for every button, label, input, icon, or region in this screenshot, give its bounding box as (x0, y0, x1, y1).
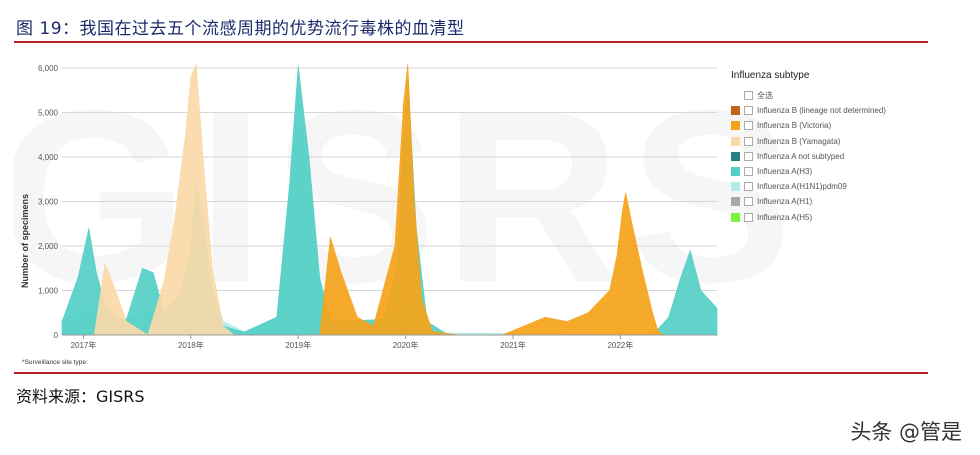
y-tick-label: 1,000 (38, 287, 59, 296)
legend-checkbox[interactable] (744, 182, 753, 192)
legend-swatch (731, 212, 740, 222)
legend-swatch (731, 182, 740, 192)
y-axis-label: Number of specimens (20, 194, 30, 288)
legend-label: Influenza A(H5) (757, 212, 813, 222)
legend-label: Influenza B (lineage not determined) (757, 106, 886, 116)
y-tick-label: 6,000 (38, 64, 59, 73)
series-area-influenza-b-yamagata- (93, 63, 235, 336)
legend-select-all[interactable]: 全选 (731, 88, 921, 103)
legend-swatch (731, 151, 740, 161)
y-axis-ticks: 0 1,000 2,000 3,000 4,000 5,000 6,000 (38, 64, 59, 340)
legend-item[interactable]: Influenza A(H1) (731, 194, 921, 209)
legend-swatch (731, 121, 740, 131)
y-tick-label: 0 (54, 331, 59, 340)
legend-swatch (731, 167, 740, 177)
legend-checkbox[interactable] (744, 136, 753, 146)
x-tick-label: 2018年 (178, 340, 204, 350)
y-tick-label: 5,000 (38, 109, 59, 118)
legend-label: Influenza A not subtyped (757, 151, 845, 161)
x-axis-ticks: 2017年 2018年 2019年 2020年 2021年 2022年 (71, 335, 633, 350)
legend-item[interactable]: Influenza A(H1N1)pdm09 (731, 179, 921, 194)
legend-label: Influenza A(H1) (757, 197, 813, 207)
title-rule (14, 41, 928, 43)
legend-swatch (731, 197, 740, 207)
legend-label: Influenza A(H1N1)pdm09 (757, 182, 847, 192)
surveillance-footnote: *Surveillance site type: (22, 359, 88, 366)
legend-item[interactable]: Influenza B (Victoria) (731, 118, 921, 133)
legend-spacer (731, 91, 740, 100)
legend: Influenza subtype 全选 Influenza B (lineag… (731, 70, 921, 225)
legend-label: Influenza A(H3) (757, 167, 813, 177)
legend-item[interactable]: Influenza B (lineage not determined) (731, 103, 921, 118)
select-all-label: 全选 (757, 91, 773, 101)
source-rule (14, 372, 928, 374)
legend-label: Influenza B (Yamagata) (757, 136, 841, 146)
legend-title: Influenza subtype (731, 70, 810, 81)
x-tick-label: 2022年 (607, 340, 633, 350)
legend-checkbox[interactable] (744, 106, 753, 116)
legend-swatch (731, 106, 740, 116)
legend-label: Influenza B (Victoria) (757, 121, 832, 131)
x-tick-label: 2017年 (71, 340, 97, 350)
series-area-influenza-b-victoria- (319, 63, 665, 336)
watermark: 头条 @管是 (850, 420, 962, 444)
y-tick-label: 4,000 (38, 153, 59, 162)
legend-items: Influenza B (lineage not determined) Infl… (731, 103, 921, 225)
legend-checkbox[interactable] (744, 121, 753, 131)
legend-item[interactable]: Influenza A(H3) (731, 164, 921, 179)
legend-item[interactable]: Influenza A(H5) (731, 210, 921, 225)
legend-checkbox[interactable] (744, 151, 753, 161)
legend-swatch (731, 136, 740, 146)
legend-item[interactable]: Influenza B (Yamagata) (731, 134, 921, 149)
x-tick-label: 2020年 (393, 340, 419, 350)
legend-checkbox[interactable] (744, 212, 753, 222)
y-tick-label: 2,000 (38, 242, 59, 251)
select-all-checkbox[interactable] (744, 91, 753, 101)
source-note: 资料来源：GISRS (16, 387, 145, 406)
x-tick-label: 2021年 (500, 340, 526, 350)
legend-item[interactable]: Influenza A not subtyped (731, 149, 921, 164)
figure-title: 图 19：我国在过去五个流感周期的优势流行毒株的血清型 (16, 19, 465, 39)
y-tick-label: 3,000 (38, 198, 59, 207)
legend-checkbox[interactable] (744, 197, 753, 207)
legend-checkbox[interactable] (744, 167, 753, 177)
series-layer (61, 63, 718, 336)
x-tick-label: 2019年 (285, 340, 311, 350)
